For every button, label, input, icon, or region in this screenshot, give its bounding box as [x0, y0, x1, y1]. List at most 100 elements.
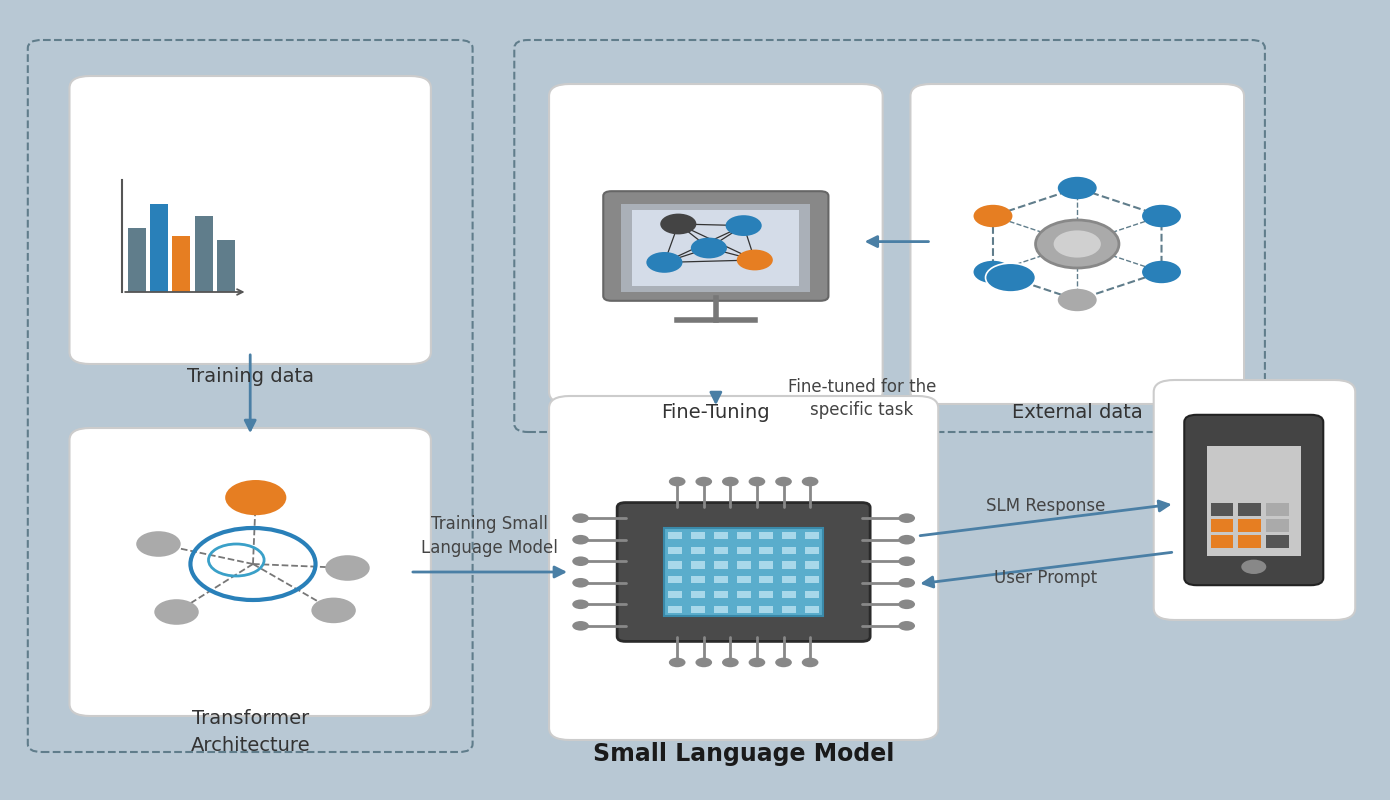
- FancyBboxPatch shape: [603, 191, 828, 301]
- Circle shape: [573, 535, 589, 545]
- Bar: [669, 576, 682, 583]
- Circle shape: [898, 621, 915, 630]
- Circle shape: [898, 514, 915, 523]
- Bar: [783, 546, 796, 554]
- Bar: [172, 236, 190, 292]
- Circle shape: [691, 238, 727, 258]
- Bar: [669, 606, 682, 613]
- Bar: [759, 562, 773, 569]
- Text: Fine-tuned for the
specific task: Fine-tuned for the specific task: [788, 378, 935, 419]
- Bar: [669, 532, 682, 539]
- Bar: [669, 546, 682, 554]
- Circle shape: [749, 477, 766, 486]
- Circle shape: [573, 578, 589, 587]
- Text: SLM Response: SLM Response: [986, 497, 1105, 514]
- Bar: [714, 546, 728, 554]
- Circle shape: [898, 599, 915, 609]
- Bar: [714, 562, 728, 569]
- Circle shape: [1054, 230, 1101, 258]
- Bar: [783, 606, 796, 613]
- Bar: [691, 606, 705, 613]
- Bar: [1211, 519, 1233, 532]
- Bar: [150, 204, 168, 292]
- Circle shape: [737, 250, 773, 270]
- Bar: [783, 532, 796, 539]
- FancyBboxPatch shape: [621, 204, 810, 292]
- Bar: [1266, 519, 1289, 532]
- Bar: [714, 576, 728, 583]
- Circle shape: [898, 535, 915, 545]
- FancyBboxPatch shape: [549, 84, 883, 404]
- Bar: [195, 216, 213, 292]
- Bar: [1238, 503, 1261, 516]
- Text: Training data: Training data: [186, 366, 314, 386]
- Circle shape: [646, 252, 682, 273]
- Bar: [669, 562, 682, 569]
- Bar: [805, 562, 819, 569]
- Bar: [759, 546, 773, 554]
- Circle shape: [721, 658, 738, 667]
- Bar: [759, 591, 773, 598]
- Bar: [737, 532, 751, 539]
- Text: Small Language Model: Small Language Model: [594, 742, 894, 766]
- Bar: [1238, 535, 1261, 548]
- Bar: [737, 546, 751, 554]
- Circle shape: [749, 658, 766, 667]
- Bar: [714, 532, 728, 539]
- Bar: [714, 606, 728, 613]
- FancyBboxPatch shape: [549, 396, 938, 740]
- Bar: [805, 591, 819, 598]
- Circle shape: [311, 598, 356, 623]
- Circle shape: [660, 214, 696, 234]
- Circle shape: [802, 477, 819, 486]
- Circle shape: [573, 621, 589, 630]
- FancyBboxPatch shape: [1184, 415, 1323, 586]
- Bar: [691, 562, 705, 569]
- Circle shape: [669, 658, 685, 667]
- Bar: [691, 576, 705, 583]
- Text: User Prompt: User Prompt: [994, 569, 1097, 586]
- Circle shape: [776, 658, 792, 667]
- Circle shape: [973, 261, 1012, 283]
- FancyBboxPatch shape: [1154, 380, 1355, 620]
- Text: Training Small
Language Model: Training Small Language Model: [421, 515, 557, 557]
- Circle shape: [1036, 220, 1119, 268]
- Circle shape: [695, 477, 712, 486]
- FancyBboxPatch shape: [910, 84, 1244, 404]
- Circle shape: [973, 205, 1012, 227]
- Circle shape: [325, 555, 370, 581]
- FancyBboxPatch shape: [70, 76, 431, 364]
- Bar: [691, 546, 705, 554]
- Circle shape: [776, 477, 792, 486]
- Circle shape: [1143, 261, 1182, 283]
- Text: Transformer
Architecture: Transformer Architecture: [190, 710, 310, 754]
- Circle shape: [225, 480, 286, 515]
- Bar: [759, 606, 773, 613]
- Circle shape: [898, 578, 915, 587]
- Circle shape: [726, 215, 762, 236]
- Bar: [737, 606, 751, 613]
- Bar: [1238, 519, 1261, 532]
- Circle shape: [1241, 560, 1266, 574]
- Bar: [783, 576, 796, 583]
- Bar: [664, 528, 823, 616]
- Circle shape: [986, 263, 1036, 292]
- Bar: [1207, 446, 1301, 555]
- Bar: [691, 591, 705, 598]
- Bar: [805, 546, 819, 554]
- Bar: [759, 532, 773, 539]
- FancyBboxPatch shape: [70, 428, 431, 716]
- Circle shape: [1143, 205, 1182, 227]
- Bar: [805, 606, 819, 613]
- Bar: [737, 576, 751, 583]
- Bar: [783, 562, 796, 569]
- Circle shape: [695, 658, 712, 667]
- Circle shape: [1058, 177, 1097, 199]
- Circle shape: [721, 477, 738, 486]
- FancyBboxPatch shape: [617, 502, 870, 642]
- Bar: [217, 240, 235, 292]
- Circle shape: [669, 477, 685, 486]
- Text: External data: External data: [1012, 402, 1143, 422]
- Bar: [714, 591, 728, 598]
- Circle shape: [802, 658, 819, 667]
